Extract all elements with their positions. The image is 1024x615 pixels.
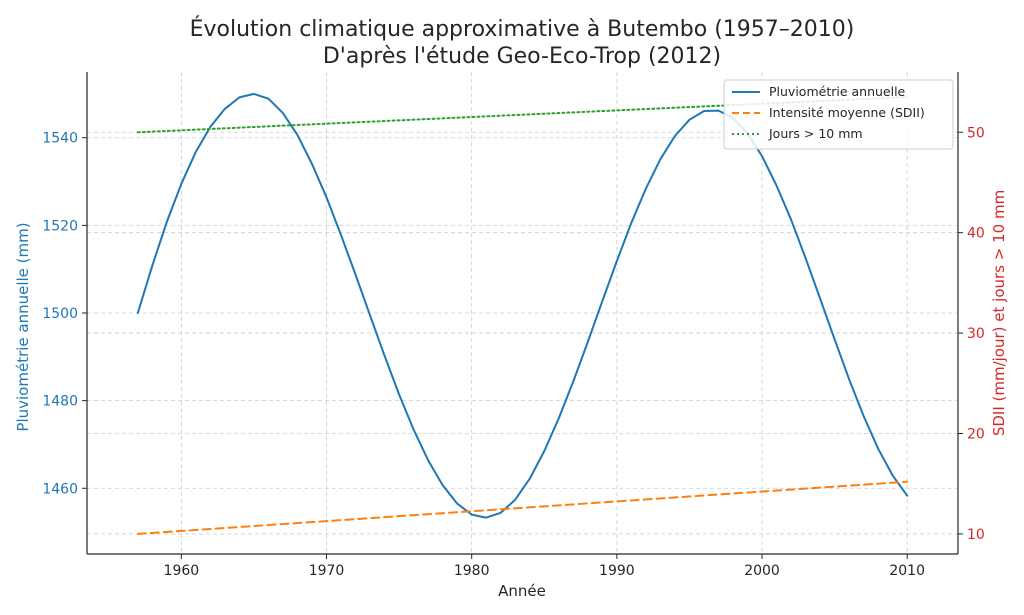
x-tick-label: 1990 [599,563,635,579]
legend-label-sdii: Intensité moyenne (SDII) [769,105,925,120]
x-tick-label: 1980 [454,563,490,579]
chart-subtitle: D'après l'étude Geo-Eco-Trop (2012) [323,44,721,69]
y-left-tick-label: 1460 [42,481,78,497]
chart-title: Évolution climatique approximative à But… [190,16,855,42]
y-right-tick-label: 30 [967,326,985,342]
y-right-tick-label: 40 [967,226,985,242]
legend-label-days: Jours > 10 mm [768,126,863,141]
ticks: 1960 1970 1980 1990 2000 20101460148015001520… [42,125,984,579]
y-right-tick-label: 20 [967,427,985,443]
legend: Pluviométrie annuelle Intensité moyenne … [723,79,954,150]
legend-label-rainfall: Pluviométrie annuelle [769,84,906,99]
x-tick-label: 2000 [744,563,780,579]
y-right-tick-label: 10 [967,527,985,543]
series-line-sdii [136,480,909,535]
y-left-axis-label: Pluviométrie annuelle (mm) [14,222,32,431]
series-line-rainfall [136,92,909,519]
x-axis-label: Année [498,582,546,600]
y-left-tick-label: 1480 [42,394,78,410]
x-tick-label: 2010 [889,563,925,579]
legend-box [723,79,954,150]
y-left-tick-label: 1500 [42,306,78,322]
y-right-axis-label: SDII (mm/jour) et jours > 10 mm [990,190,1008,436]
y-left-tick-label: 1520 [42,218,78,234]
y-left-tick-label: 1540 [42,131,78,147]
x-tick-label: 1970 [309,563,345,579]
y-right-tick-label: 50 [967,125,985,141]
x-tick-label: 1960 [164,563,200,579]
plot-lines [136,92,909,535]
